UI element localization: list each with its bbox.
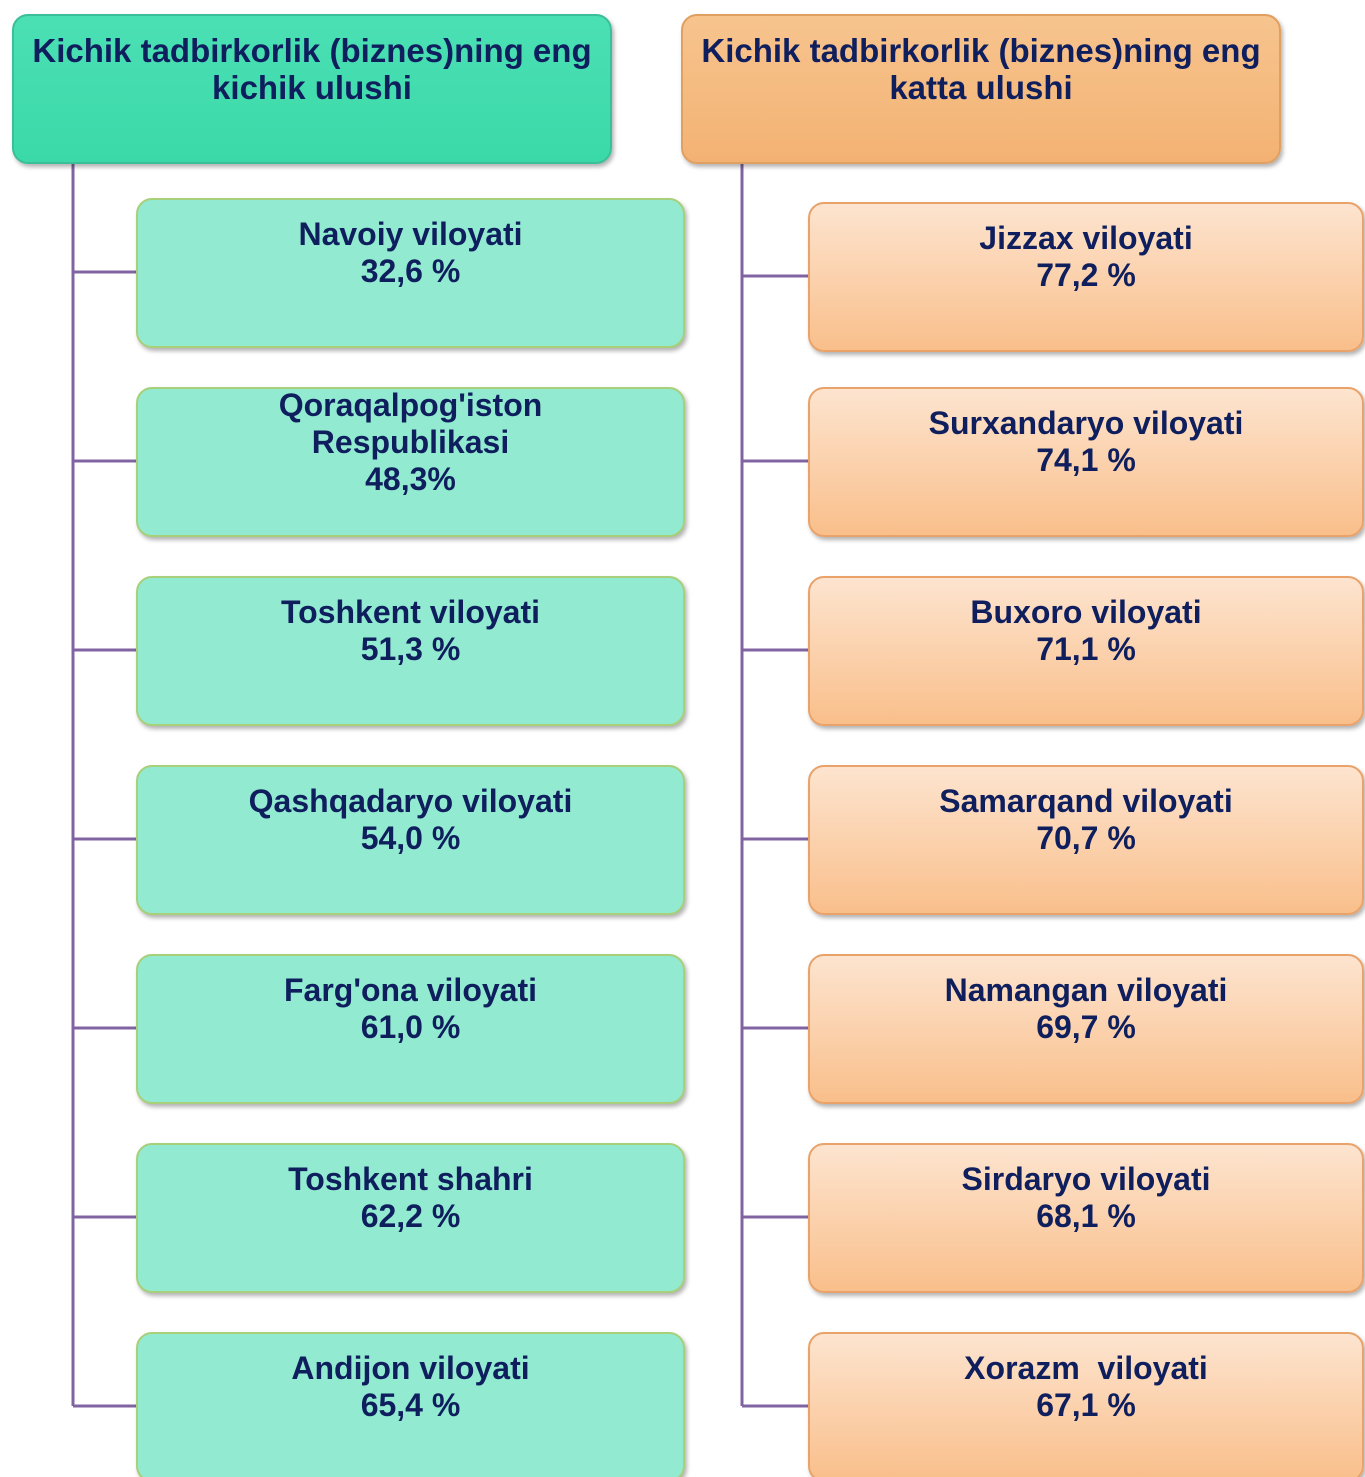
region-value: 68,1 % bbox=[1036, 1198, 1136, 1234]
region-value: 32,6 % bbox=[360, 253, 461, 289]
region-box: Navoiy viloyati 32,6 % bbox=[136, 198, 685, 348]
region-name: Jizzax viloyati bbox=[979, 220, 1193, 256]
region-name: Buxoro viloyati bbox=[970, 594, 1202, 630]
region-name: Navoiy viloyati bbox=[298, 216, 523, 252]
region-name: Andijon viloyati bbox=[291, 1350, 530, 1386]
region-name: Surxandaryo viloyati bbox=[928, 405, 1244, 441]
region-name: Qoraqalpog'iston Respublikasi bbox=[278, 386, 552, 460]
region-box: Andijon viloyati 65,4 % bbox=[136, 1332, 685, 1477]
region-box: Buxoro viloyati 71,1 % bbox=[808, 576, 1364, 726]
header-text: Kichik tadbirkorlik (biznes)ning eng kic… bbox=[32, 32, 601, 106]
region-name: Toshkent viloyati bbox=[280, 594, 540, 630]
region-box: Qoraqalpog'iston Respublikasi 48,3% bbox=[136, 387, 685, 537]
region-value: 77,2 % bbox=[1036, 257, 1136, 293]
region-name: Xorazm viloyati bbox=[964, 1350, 1208, 1386]
region-value: 51,3 % bbox=[360, 631, 461, 667]
region-box: Farg'ona viloyati 61,0 % bbox=[136, 954, 685, 1104]
header-box: Kichik tadbirkorlik (biznes)ning eng kic… bbox=[12, 14, 612, 164]
region-value: 67,1 % bbox=[1036, 1387, 1136, 1423]
region-value: 62,2 % bbox=[360, 1198, 461, 1234]
region-value: 74,1 % bbox=[1036, 442, 1136, 478]
region-name: Sirdaryo viloyati bbox=[961, 1161, 1211, 1197]
region-box: Namangan viloyati 69,7 % bbox=[808, 954, 1364, 1104]
region-value: 71,1 % bbox=[1036, 631, 1136, 667]
region-box: Toshkent viloyati 51,3 % bbox=[136, 576, 685, 726]
region-value: 65,4 % bbox=[360, 1387, 461, 1423]
header-text: Kichik tadbirkorlik (biznes)ning eng kat… bbox=[701, 32, 1270, 106]
region-box: Surxandaryo viloyati 74,1 % bbox=[808, 387, 1364, 537]
region-box: Samarqand viloyati 70,7 % bbox=[808, 765, 1364, 915]
region-value: 70,7 % bbox=[1036, 820, 1136, 856]
region-box: Qashqadaryo viloyati 54,0 % bbox=[136, 765, 685, 915]
region-value: 54,0 % bbox=[360, 820, 461, 856]
region-name: Samarqand viloyati bbox=[939, 783, 1233, 819]
region-name: Qashqadaryo viloyati bbox=[248, 783, 573, 819]
region-box: Xorazm viloyati 67,1 % bbox=[808, 1332, 1364, 1477]
region-name: Farg'ona viloyati bbox=[284, 972, 537, 1008]
region-value: 69,7 % bbox=[1036, 1009, 1136, 1045]
region-box: Jizzax viloyati 77,2 % bbox=[808, 202, 1364, 352]
region-box: Toshkent shahri 62,2 % bbox=[136, 1143, 685, 1293]
region-value: 61,0 % bbox=[360, 1009, 461, 1045]
header-box: Kichik tadbirkorlik (biznes)ning eng kat… bbox=[681, 14, 1281, 164]
region-box: Sirdaryo viloyati 68,1 % bbox=[808, 1143, 1364, 1293]
region-name: Namangan viloyati bbox=[944, 972, 1228, 1008]
region-value: 48,3% bbox=[365, 460, 456, 497]
region-name: Toshkent shahri bbox=[288, 1161, 533, 1197]
